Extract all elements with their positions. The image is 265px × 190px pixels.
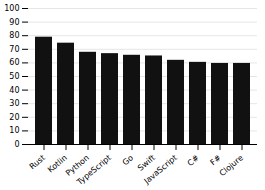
svg-text:70: 70: [9, 45, 19, 54]
svg-text:Swift: Swift: [136, 153, 157, 173]
svg-text:Kotlin: Kotlin: [46, 153, 69, 175]
svg-text:Rust: Rust: [28, 153, 47, 171]
svg-text:Python: Python: [63, 153, 91, 178]
svg-text:C#: C#: [186, 153, 201, 168]
svg-text:JavaScript: JavaScript: [142, 153, 179, 186]
svg-text:0: 0: [14, 140, 19, 149]
svg-text:60: 60: [9, 58, 19, 67]
svg-text:TypeScript: TypeScript: [75, 153, 113, 187]
svg-text:Go: Go: [121, 153, 135, 167]
svg-text:F#: F#: [208, 153, 223, 167]
svg-text:10: 10: [9, 126, 19, 135]
svg-text:50: 50: [9, 72, 19, 81]
svg-text:40: 40: [9, 86, 19, 95]
svg-text:20: 20: [9, 113, 19, 122]
svg-text:90: 90: [9, 18, 19, 27]
svg-text:Clojure: Clojure: [218, 153, 245, 178]
svg-text:80: 80: [9, 31, 19, 40]
svg-text:30: 30: [9, 99, 19, 108]
svg-text:100: 100: [4, 4, 19, 13]
